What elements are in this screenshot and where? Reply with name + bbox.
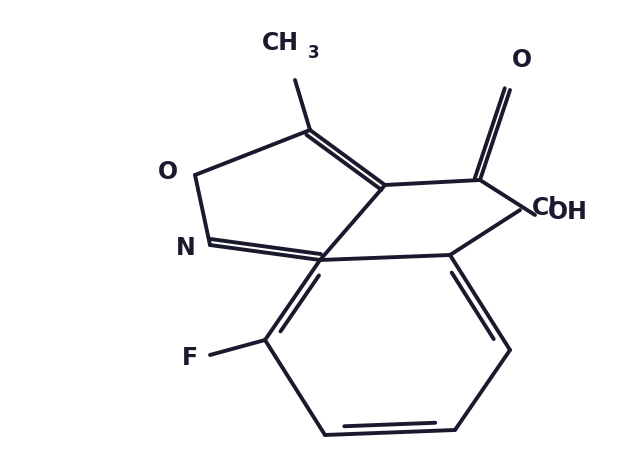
Text: Cl: Cl: [532, 196, 557, 220]
Text: OH: OH: [548, 200, 588, 224]
Text: F: F: [182, 346, 198, 370]
Text: N: N: [176, 236, 196, 260]
Text: CH: CH: [262, 31, 298, 55]
Text: O: O: [158, 160, 178, 184]
Text: 3: 3: [308, 44, 319, 62]
Text: O: O: [512, 48, 532, 72]
